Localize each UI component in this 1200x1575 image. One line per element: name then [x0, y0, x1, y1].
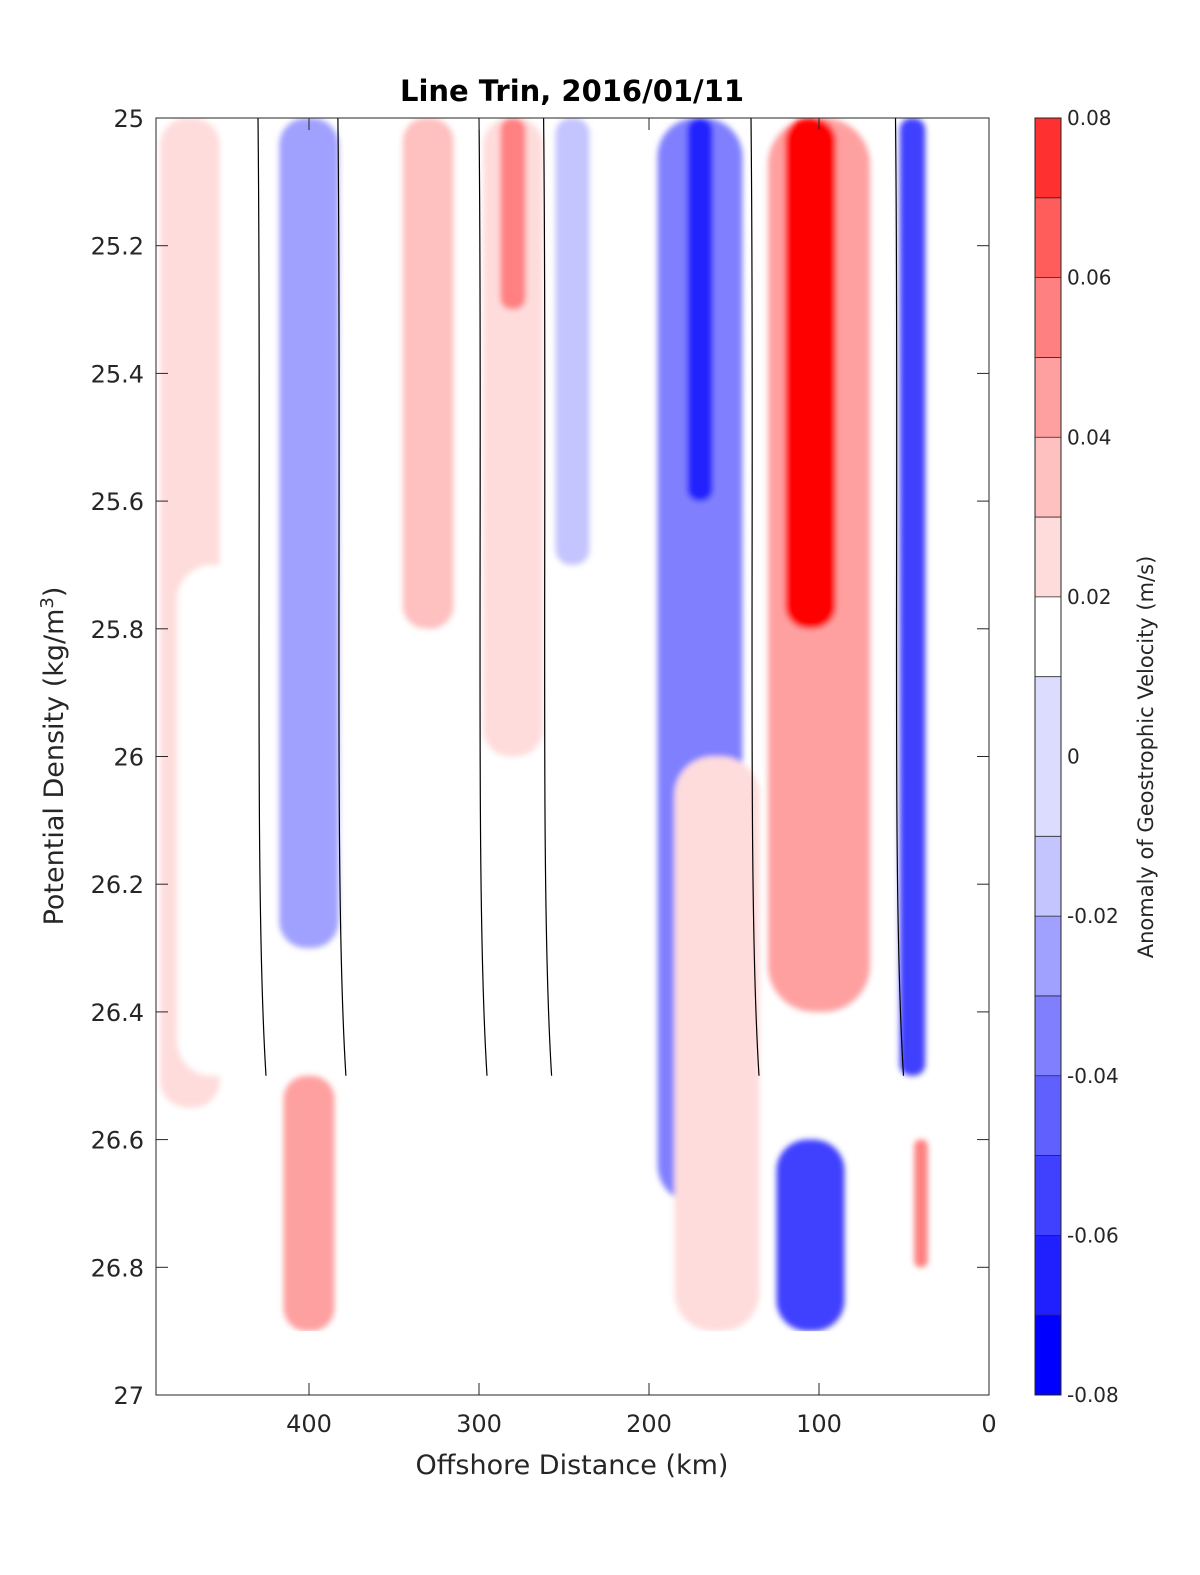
x-axis-label: Offshore Distance (km) [416, 1450, 729, 1481]
zero-contour-1 [337, 118, 347, 1076]
y-tick-label: 25.8 [91, 616, 144, 644]
colorbar-tick-label: -0.04 [1067, 1064, 1119, 1088]
contour-patch-9 [555, 118, 590, 565]
colorbar-band [1035, 437, 1061, 518]
contour-patch-6 [402, 118, 454, 629]
colorbar-band [1035, 596, 1061, 677]
colorbar-band [1035, 1235, 1061, 1316]
colorbar: -0.08 -0.06 -0.04 -0.02 0 0.02 0.04 0.06 0.08 [1034, 106, 1119, 1407]
colorbar-frame [1034, 117, 1062, 1396]
y-tick-label: 26.4 [91, 999, 144, 1027]
zero-contour-lines [156, 118, 989, 1395]
x-axis-ticks: 400 300 200 100 0 [286, 118, 997, 1438]
y-tick-label: 25.4 [91, 360, 144, 388]
y-tick-label: 26.2 [91, 871, 144, 899]
contour-patch-1 [177, 564, 254, 1076]
colorbar-band [1035, 1315, 1061, 1395]
colorbar-tick-label: 0.02 [1067, 585, 1112, 609]
y-tick-label: 26.6 [91, 1127, 144, 1155]
zero-contour-4 [750, 118, 760, 1076]
zero-contour-0 [257, 118, 267, 1076]
y-axis-label-superscript: 3 [37, 597, 58, 608]
colorbar-tick-label: 0 [1067, 745, 1080, 769]
colorbar-tick-label: 0.08 [1067, 106, 1112, 130]
contour-patch-8 [500, 118, 526, 310]
x-tick-label: 100 [796, 1410, 842, 1438]
y-axis-label-main: Potential Density (kg/m [39, 609, 70, 926]
colorbar-band [1035, 517, 1061, 597]
colorbar-band [1035, 277, 1061, 358]
colorbar-band [1035, 357, 1061, 438]
contour-patch-16 [899, 118, 926, 1076]
contour-patch-7 [483, 118, 543, 757]
x-tick-label: 200 [626, 1410, 672, 1438]
contour-patch-3 [279, 118, 339, 949]
colorbar-band [1035, 676, 1061, 837]
colorbar-band [1035, 916, 1061, 996]
zero-contour-3 [543, 118, 553, 1076]
colorbar-band [1035, 1075, 1061, 1156]
x-tick-label: 0 [981, 1410, 996, 1438]
x-tick-label: 400 [286, 1410, 332, 1438]
y-tick-label: 26.8 [91, 1254, 144, 1282]
y-tick-label: 26 [113, 744, 144, 772]
y-axis-ticks: 25 25.2 25.4 25.6 25.8 26 26.2 26.4 26.6 26.8 27 [91, 105, 989, 1410]
y-tick-label: 25.2 [91, 233, 144, 261]
colorbar-band [1035, 118, 1061, 198]
zero-contour-2 [478, 118, 488, 1076]
zero-contour-5 [894, 118, 905, 1076]
colorbar-band [1035, 1155, 1061, 1236]
colorbar-tick-label: -0.02 [1067, 904, 1119, 928]
y-tick-label: 25.6 [91, 488, 144, 516]
colorbar-tick-label: -0.08 [1067, 1383, 1119, 1407]
no-data-region [156, 1331, 989, 1395]
chart-title: Line Trin, 2016/01/11 [400, 74, 744, 108]
colorbar-label: Anomaly of Geostrophic Velocity (m/s) [1134, 556, 1158, 959]
contour-patch-4 [283, 1075, 335, 1332]
y-tick-label: 25 [113, 105, 144, 133]
contour-field [160, 118, 928, 1332]
colorbar-band [1035, 995, 1061, 1076]
contour-patch-11 [687, 118, 713, 502]
x-tick-label: 300 [456, 1410, 502, 1438]
colorbar-tick-label: 0.06 [1067, 266, 1112, 290]
colorbar-tick-label: -0.06 [1067, 1223, 1119, 1247]
contour-patch-14 [674, 756, 760, 1332]
y-axis-label: Potential Density (kg/m3) [37, 587, 70, 926]
colorbar-band [1035, 197, 1061, 278]
y-tick-label: 27 [113, 1382, 144, 1410]
contour-patch-15 [776, 1139, 845, 1332]
contour-patch-17 [914, 1139, 928, 1268]
colorbar-tick-label: 0.04 [1067, 425, 1112, 449]
colorbar-band [1035, 836, 1061, 917]
y-axis-label-close: ) [39, 587, 70, 598]
contour-patch-13 [785, 118, 836, 629]
